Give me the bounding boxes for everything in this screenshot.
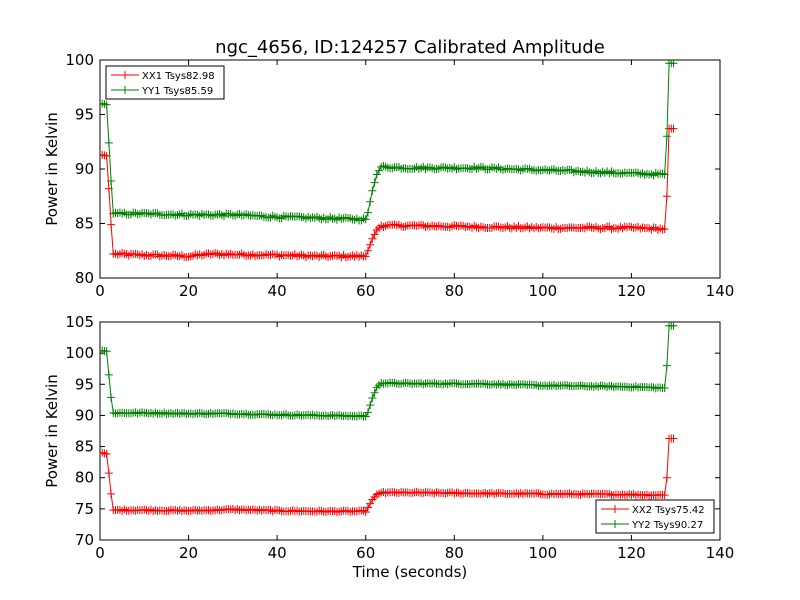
data-point-marker bbox=[363, 408, 372, 417]
data-point-marker bbox=[102, 347, 111, 356]
legend-entry-label: XX1 Tsys82.98 bbox=[142, 71, 215, 82]
y-tick-label: 90 bbox=[75, 160, 94, 178]
data-point-marker bbox=[669, 60, 678, 68]
legend: XX2 Tsys75.42 YY2 Tsys90.27 bbox=[595, 499, 715, 534]
data-point-marker bbox=[361, 412, 370, 421]
data-point-marker bbox=[662, 473, 671, 482]
data-point-marker bbox=[662, 361, 671, 370]
x-tick-label: 140 bbox=[706, 544, 735, 562]
y-tick-label: 75 bbox=[75, 500, 94, 518]
data-point-marker bbox=[660, 491, 669, 500]
y-tick-label: 100 bbox=[65, 51, 94, 69]
data-point-marker bbox=[366, 499, 375, 508]
data-point-marker bbox=[107, 176, 116, 185]
data-point-marker bbox=[669, 434, 678, 443]
y-tick-label: 85 bbox=[75, 215, 94, 233]
data-point-marker bbox=[102, 100, 111, 109]
y-axis-label: Power in Kelvin bbox=[43, 374, 61, 488]
legend-entry-label: YY1 Tsys85.59 bbox=[141, 86, 213, 97]
data-point-marker bbox=[370, 230, 379, 239]
data-point-marker bbox=[361, 215, 370, 224]
legend-swatch-marker bbox=[121, 86, 129, 94]
x-tick-label: 0 bbox=[95, 544, 105, 562]
x-tick-label: 60 bbox=[356, 544, 375, 562]
data-point-marker bbox=[370, 178, 379, 187]
data-point-marker bbox=[368, 186, 377, 195]
data-point-marker bbox=[660, 384, 669, 393]
data-point-marker bbox=[363, 208, 372, 217]
x-tick-label: 20 bbox=[179, 544, 198, 562]
data-point-marker bbox=[104, 138, 113, 147]
x-tick-label: 100 bbox=[529, 282, 558, 300]
x-tick-label: 120 bbox=[617, 282, 646, 300]
x-tick-label: 100 bbox=[529, 544, 558, 562]
data-point-marker bbox=[366, 197, 375, 206]
data-point-marker bbox=[368, 393, 377, 402]
chart-title: ngc_4656, ID:124257 Calibrated Amplitude bbox=[215, 37, 605, 58]
legend-swatch-marker bbox=[611, 520, 619, 528]
x-tick-label: 40 bbox=[268, 544, 287, 562]
legend-swatch-marker bbox=[611, 505, 619, 513]
data-point-marker bbox=[366, 240, 375, 249]
y-tick-label: 70 bbox=[75, 531, 94, 549]
data-point-marker bbox=[660, 170, 669, 179]
plot-panel-2: 0 20 40 60 80 100 120 140 70 75 80 85 90 95 100 105 Powe… bbox=[43, 313, 734, 581]
x-axis-label: Time (seconds) bbox=[352, 563, 468, 581]
legend: XX1 Tsys82.98 YY1 Tsys85.59 bbox=[105, 65, 225, 100]
legend-entry-label: YY2 Tsys90.27 bbox=[631, 520, 703, 531]
legend-swatch-marker bbox=[121, 71, 129, 79]
plot-panel-1: 0 20 40 60 80 100 120 140 80 85 90 95 100 Power in Ke… bbox=[43, 51, 734, 300]
series-1-group bbox=[100, 124, 678, 262]
data-point-marker bbox=[366, 401, 375, 410]
data-point-marker bbox=[660, 224, 669, 233]
y-tick-label: 90 bbox=[75, 406, 94, 424]
x-tick-label: 60 bbox=[356, 282, 375, 300]
data-point-marker bbox=[370, 388, 379, 397]
x-tick-label: 40 bbox=[268, 282, 287, 300]
y-tick-label: 105 bbox=[65, 313, 94, 331]
data-point-marker bbox=[107, 393, 116, 402]
data-point-marker bbox=[107, 489, 116, 498]
y-tick-label: 80 bbox=[75, 269, 94, 287]
legend-box bbox=[105, 65, 225, 100]
data-point-marker bbox=[662, 132, 671, 141]
data-point-marker bbox=[363, 503, 372, 512]
x-tick-label: 140 bbox=[706, 282, 735, 300]
data-point-marker bbox=[107, 220, 116, 229]
series-2-group bbox=[100, 322, 678, 421]
data-point-marker bbox=[104, 469, 113, 478]
y-axis-label: Power in Kelvin bbox=[43, 112, 61, 226]
data-point-marker bbox=[662, 192, 671, 201]
x-tick-label: 80 bbox=[445, 282, 464, 300]
data-point-marker bbox=[361, 508, 370, 517]
y-tick-label: 85 bbox=[75, 438, 94, 456]
y-tick-label: 100 bbox=[65, 344, 94, 362]
x-tick-label: 80 bbox=[445, 544, 464, 562]
y-tick-label: 95 bbox=[75, 375, 94, 393]
series-1-group bbox=[100, 434, 678, 517]
legend-entry-label: XX2 Tsys75.42 bbox=[632, 505, 705, 516]
x-tick-label: 120 bbox=[617, 544, 646, 562]
legend-box bbox=[595, 499, 715, 534]
data-point-marker bbox=[104, 370, 113, 379]
y-tick-label: 95 bbox=[75, 106, 94, 124]
data-point-marker bbox=[361, 252, 370, 261]
data-point-marker bbox=[363, 246, 372, 255]
y-tick-label: 80 bbox=[75, 469, 94, 487]
data-point-marker bbox=[102, 450, 111, 459]
data-point-marker bbox=[669, 322, 678, 330]
data-point-marker bbox=[368, 234, 377, 243]
x-tick-label: 0 bbox=[95, 282, 105, 300]
series-2-group bbox=[100, 60, 678, 225]
data-point-marker bbox=[669, 124, 678, 133]
x-tick-label: 20 bbox=[179, 282, 198, 300]
